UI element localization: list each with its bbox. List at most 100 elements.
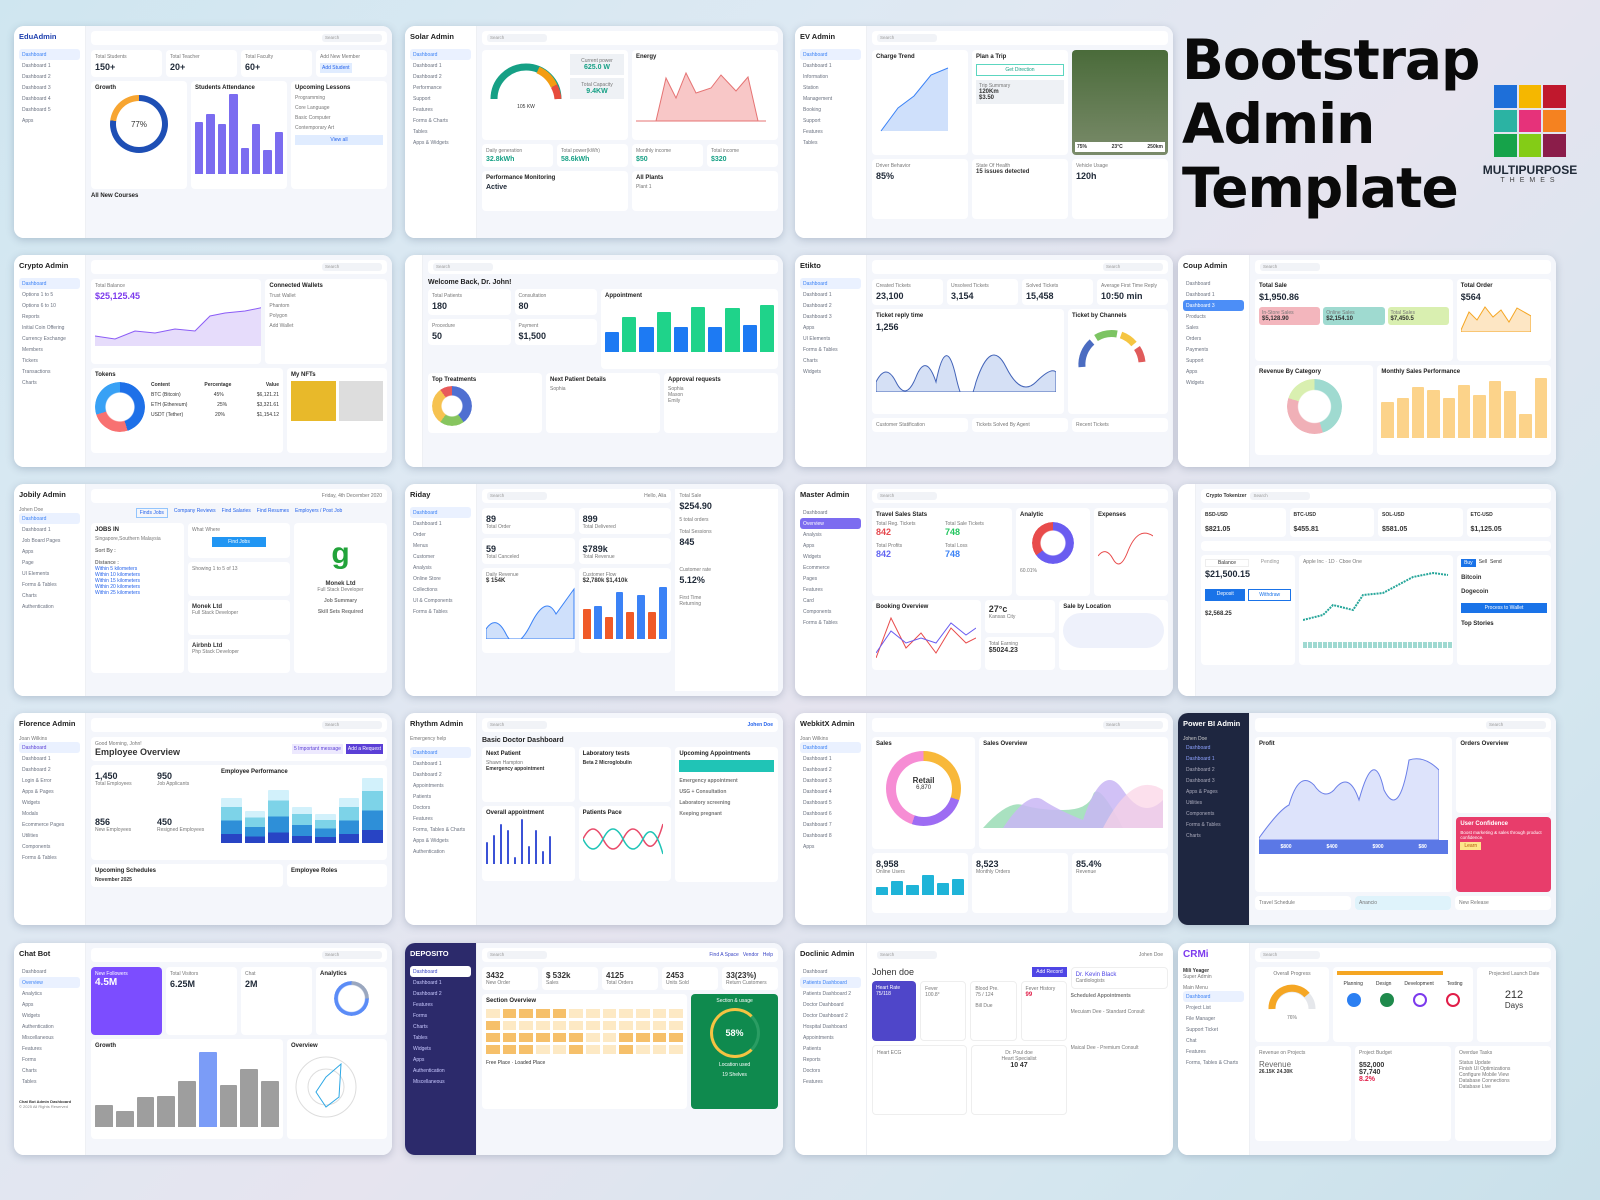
search-input[interactable]: Search xyxy=(877,492,937,500)
sidebar-item[interactable]: Dashboard xyxy=(410,507,471,518)
sidebar-item[interactable]: Dashboard xyxy=(410,49,471,60)
sidebar-item[interactable]: Dashboard 2 xyxy=(803,766,832,773)
sidebar-item[interactable]: Products xyxy=(1186,313,1206,320)
sidebar-item[interactable]: Dashboard xyxy=(19,278,80,289)
sidebar-item[interactable]: Widgets xyxy=(803,553,822,560)
sidebar-item[interactable]: Dashboard 5 xyxy=(22,106,51,113)
search-input[interactable]: Search xyxy=(322,721,382,729)
add-student-button[interactable]: Add Student xyxy=(320,63,352,73)
appointment-item[interactable]: Laboratory screening xyxy=(679,800,731,806)
sidebar-item[interactable]: Utilities xyxy=(22,832,39,839)
sidebar-item[interactable]: Forms & Tables xyxy=(413,608,448,615)
tab-pending[interactable]: Pending xyxy=(1260,559,1280,565)
card-master-admin[interactable]: Master Admin Dashboard Overview Analysis… xyxy=(795,484,1173,696)
learn-button[interactable]: Learn xyxy=(1460,841,1482,850)
card-florence-admin[interactable]: Florence Admin Joan Wilkins Dashboard Das… xyxy=(14,713,392,925)
sidebar-item[interactable]: Dashboard xyxy=(803,968,828,975)
sidebar-item[interactable]: Analytics xyxy=(22,990,43,997)
sidebar-item[interactable]: Components xyxy=(22,843,51,850)
card-crypto-tokenizer[interactable]: Crypto Tokenizer Search BSD-USD $821.05 BT… xyxy=(1178,484,1556,696)
lesson-item[interactable]: Contemporary Art xyxy=(295,125,335,131)
sidebar-item[interactable]: Dashboard xyxy=(1186,744,1211,751)
sidebar-item[interactable]: Payments xyxy=(1186,346,1209,353)
tab-company-reviews[interactable]: Company Reviews xyxy=(173,508,216,514)
sidebar-item[interactable]: Tables xyxy=(22,1078,37,1085)
find-jobs-button[interactable]: Find Jobs xyxy=(212,537,266,547)
wallet-item[interactable]: Polygon xyxy=(269,313,288,319)
tab-buy[interactable]: Buy xyxy=(1461,559,1476,567)
view-all-button[interactable]: View all xyxy=(295,135,383,145)
sidebar-item[interactable]: Dashboard 3 xyxy=(22,84,51,91)
sidebar-item[interactable]: Dashboard xyxy=(19,513,80,524)
sidebar-item[interactable]: Apps xyxy=(22,117,34,124)
sidebar-item[interactable]: Support xyxy=(803,117,821,124)
sidebar-item[interactable]: Dashboard 2 xyxy=(22,73,51,80)
sidebar-item[interactable]: Transactions xyxy=(22,368,51,375)
nft-image[interactable] xyxy=(338,381,383,421)
sidebar-item[interactable]: Support xyxy=(413,95,431,102)
sidebar-item[interactable]: Job Board Pages xyxy=(22,537,61,544)
sidebar-item[interactable]: Apps xyxy=(803,843,815,850)
distance-option[interactable]: Within 5 kilometers xyxy=(95,566,138,572)
distance-option[interactable]: Within 20 kilometers xyxy=(95,584,141,590)
sidebar-item[interactable]: Management xyxy=(803,95,833,102)
sidebar-item[interactable]: Patients xyxy=(413,793,432,800)
sidebar-item[interactable]: Features xyxy=(1186,1048,1206,1055)
sidebar-item[interactable]: Options 1 to 5 xyxy=(22,291,54,298)
sidebar-item[interactable]: Miscellaneous xyxy=(22,1034,54,1041)
task-row[interactable]: Status Update xyxy=(1459,1060,1491,1066)
sidebar-item[interactable]: Doctor Dashboard 2 xyxy=(803,1012,848,1019)
sidebar-item[interactable]: Dashboard 6 xyxy=(803,810,832,817)
search-input[interactable]: Search xyxy=(322,951,382,959)
card-coup-admin[interactable]: Coup Admin Dashboard Dashboard 1 Dashboa… xyxy=(1178,255,1556,467)
sidebar-item[interactable]: Dashboard xyxy=(19,49,80,60)
sidebar-item[interactable]: Station xyxy=(803,84,819,91)
sidebar-item-active[interactable]: Dashboard xyxy=(410,966,471,977)
sidebar-item[interactable]: Widgets xyxy=(22,799,41,806)
sidebar-item[interactable]: Dashboard 2 xyxy=(413,990,442,997)
date-selector[interactable] xyxy=(679,760,774,772)
sidebar-item[interactable]: Members xyxy=(22,346,43,353)
sidebar-item[interactable]: Forms & Tables xyxy=(1186,821,1221,828)
sidebar-item[interactable]: Performance xyxy=(413,84,442,91)
search-input[interactable]: Search xyxy=(877,951,937,959)
search-input[interactable]: Search xyxy=(1250,492,1311,500)
sidebar-item[interactable]: Initial Coin Offering xyxy=(22,324,65,331)
sidebar-item[interactable]: Apps & Widgets xyxy=(413,837,449,844)
sidebar-item[interactable]: Menus xyxy=(413,542,429,549)
task-row[interactable]: Database Connections xyxy=(1459,1078,1510,1084)
sidebar-item[interactable]: Dashboard 1 xyxy=(22,526,51,533)
sidebar-item[interactable]: Tables xyxy=(413,128,428,135)
distance-option[interactable]: Within 15 kilometers xyxy=(95,578,141,584)
sidebar-item[interactable]: Ecommerce xyxy=(803,564,830,571)
add-request-button[interactable]: Add a Request xyxy=(345,744,383,754)
sidebar-item[interactable]: Components xyxy=(803,608,832,615)
link-find-space[interactable]: Find A Space xyxy=(709,952,739,958)
sidebar-item[interactable]: Information xyxy=(803,73,829,80)
lesson-item[interactable]: Basic Computer xyxy=(295,115,331,121)
user-name[interactable]: Johen Doe xyxy=(19,507,44,513)
search-input[interactable]: Search xyxy=(322,263,382,271)
sidebar-item[interactable]: Analysis xyxy=(803,531,822,538)
sidebar-item[interactable]: Widgets xyxy=(1186,379,1205,386)
sidebar-item[interactable]: Dashboard 1 xyxy=(413,520,442,527)
sidebar-item[interactable]: Tables xyxy=(803,139,818,146)
sidebar-item[interactable]: Dashboard 1 xyxy=(22,755,51,762)
sidebar-item[interactable]: Forms & Charts xyxy=(413,117,449,124)
search-input[interactable]: Search xyxy=(487,34,547,42)
sidebar-item[interactable]: Forms & Tables xyxy=(22,854,57,861)
search-input[interactable]: Search xyxy=(487,951,547,959)
sidebar-item[interactable]: Online Store xyxy=(413,575,441,582)
sidebar-item[interactable]: Dashboard 1 xyxy=(803,291,832,298)
sidebar-item[interactable]: Features xyxy=(413,815,433,822)
sidebar-item[interactable]: Card xyxy=(803,597,814,604)
card-jobily-admin[interactable]: Jobily Admin Johen Doe Dashboard Dashboa… xyxy=(14,484,392,696)
sidebar-item[interactable]: Miscellaneous xyxy=(413,1078,445,1085)
sidebar-item[interactable]: Apps & Pages xyxy=(1186,788,1218,795)
approval-item[interactable]: Mason xyxy=(668,392,684,398)
sidebar-item[interactable]: Dashboard xyxy=(1186,280,1211,287)
sidebar-item[interactable]: UI Elements xyxy=(22,570,50,577)
sidebar-item[interactable]: Authentication xyxy=(22,1023,54,1030)
appointment-item[interactable]: Keeping pregnant xyxy=(679,811,722,817)
coin-dogecoin[interactable]: Dogecoin xyxy=(1461,589,1489,595)
